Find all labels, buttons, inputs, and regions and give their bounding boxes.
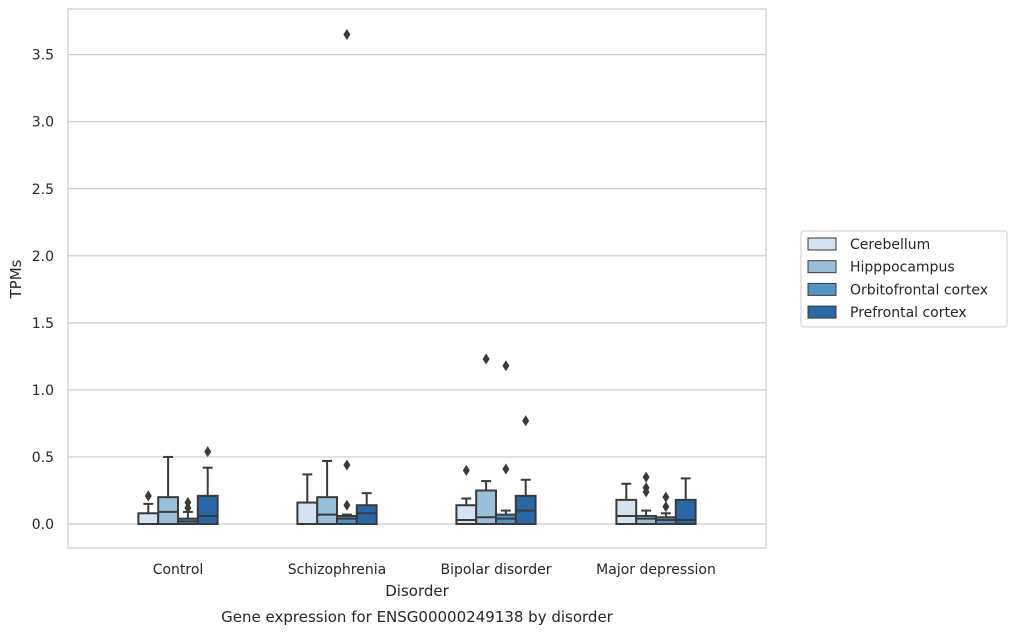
box-body: [157, 496, 179, 525]
legend-swatch: [807, 260, 837, 274]
box-prefrontal-cortex: [674, 477, 697, 525]
box-orbitofrontal-cortex: [177, 497, 199, 525]
y-tick-label: 1.0: [32, 383, 54, 399]
box-orbitofrontal-cortex: [336, 29, 358, 525]
box-body: [355, 504, 378, 526]
box-body: [635, 514, 658, 525]
y-tick-label: 1.5: [32, 316, 54, 332]
box-body: [137, 512, 160, 525]
box-cerebellum: [615, 482, 638, 525]
outlier-point: [144, 490, 152, 502]
outlier-point: [502, 360, 510, 372]
x-tick-label: Bipolar disorder: [440, 562, 551, 578]
legend-swatch: [807, 305, 837, 319]
y-tick-label: 3.5: [32, 48, 54, 64]
legend: Cerebellum Hipppocampus Orbitofrontal cort…: [800, 230, 1008, 328]
box-orbitofrontal-cortex: [495, 360, 517, 525]
legend-label: Prefrontal cortex: [850, 305, 967, 321]
box-body: [674, 498, 697, 525]
x-tick-label: Major depression: [596, 562, 716, 578]
box-hipppocampus: [316, 459, 339, 525]
y-tick-label: 0.0: [32, 517, 54, 533]
box-body: [455, 504, 478, 526]
outlier-point: [502, 463, 510, 475]
outlier-point: [662, 501, 670, 513]
box-cerebellum: [455, 464, 478, 526]
x-tick-labels: Control Schizophrenia Bipolar disorder Majo…: [153, 562, 716, 578]
y-axis-title: TPMs: [7, 259, 25, 299]
outlier-point: [522, 415, 530, 427]
box-cerebellum: [137, 490, 160, 525]
y-tick-labels: 0.0 0.5 1.0 1.5 2.0 2.5 3.0 3.5: [32, 48, 54, 533]
outlier-point: [204, 446, 212, 458]
box-cerebellum: [296, 473, 319, 526]
box-prefrontal-cortex: [196, 446, 219, 525]
outlier-point: [642, 471, 650, 483]
legend-frame: [800, 230, 1008, 328]
box-body: [475, 489, 498, 526]
outlier-point: [343, 499, 351, 511]
legend-swatch: [807, 237, 837, 251]
box-body: [615, 498, 638, 525]
legend-label: Cerebellum: [850, 237, 930, 253]
box-body: [316, 496, 339, 525]
outlier-point: [343, 459, 351, 471]
box-orbitofrontal-cortex: [655, 491, 677, 525]
boxes: [137, 29, 697, 526]
box-body: [196, 494, 219, 525]
y-tick-label: 2.5: [32, 182, 54, 198]
box-body: [336, 514, 358, 525]
outlier-point: [642, 486, 650, 498]
box-prefrontal-cortex: [514, 415, 537, 525]
box-hipppocampus: [475, 353, 498, 526]
legend-swatch: [807, 282, 837, 296]
outlier-point: [662, 491, 670, 503]
x-tick-label: Schizophrenia: [288, 562, 386, 578]
x-axis-title: Disorder: [385, 582, 449, 600]
chart-caption: Gene expression for ENSG00000249138 by d…: [221, 608, 614, 626]
y-tick-label: 0.5: [32, 450, 54, 466]
box-hipppocampus: [635, 471, 658, 525]
x-tick-label: Control: [153, 562, 204, 578]
box-prefrontal-cortex: [355, 492, 378, 526]
plot-frame: [67, 8, 767, 549]
legend-label: Orbitofrontal cortex: [850, 282, 988, 298]
outlier-point: [482, 353, 490, 365]
outlier-point: [184, 502, 192, 514]
y-tick-label: 2.0: [32, 249, 54, 265]
y-tick-label: 3.0: [32, 115, 54, 131]
grid-lines: [68, 54, 766, 525]
outlier-point: [462, 464, 470, 476]
outlier-point: [343, 29, 351, 41]
box-hipppocampus: [157, 455, 179, 525]
legend-label: Hipppocampus: [850, 260, 955, 276]
box-body: [296, 501, 319, 526]
